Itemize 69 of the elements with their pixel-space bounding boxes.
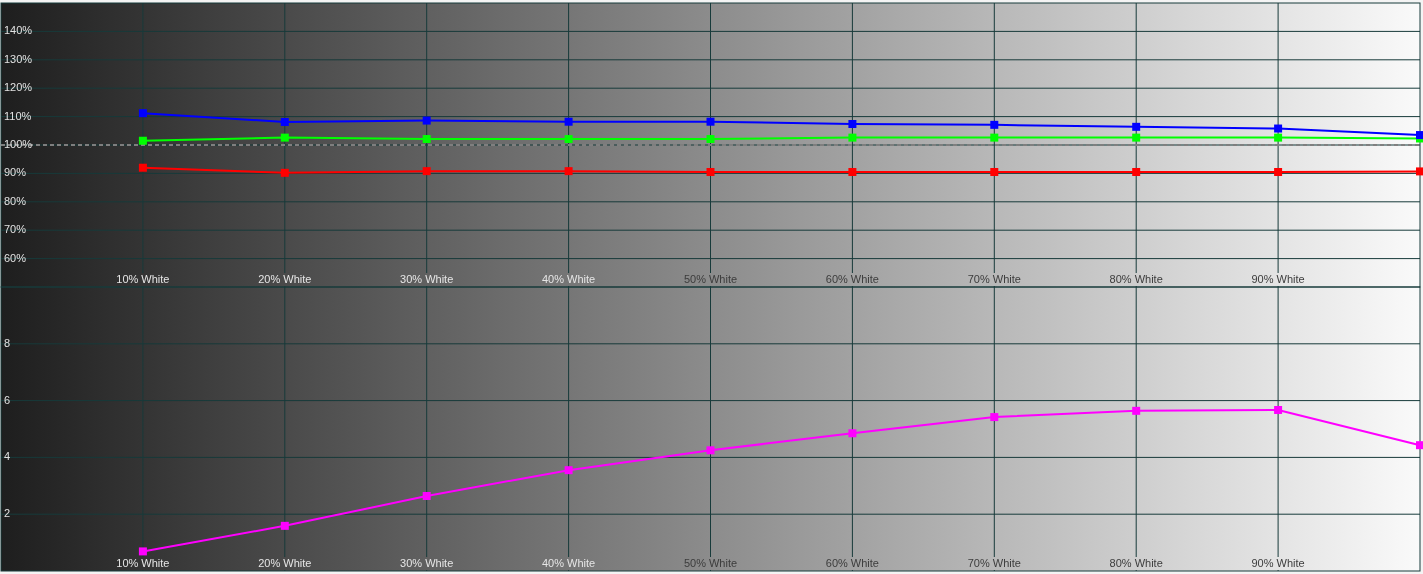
point: [848, 133, 857, 142]
point: [990, 413, 999, 422]
y-tick-label: 6: [4, 393, 11, 406]
point: [1416, 167, 1423, 176]
x-tick-label: 80% White: [1109, 556, 1163, 569]
point: [990, 120, 999, 129]
point: [990, 167, 999, 176]
x-tick-label: 60% White: [825, 272, 879, 285]
y-tick-label: 2: [4, 507, 11, 520]
point: [848, 119, 857, 128]
point: [1274, 124, 1283, 133]
x-tick-label: 30% White: [400, 272, 454, 285]
point: [138, 109, 147, 118]
x-tick-label: 10% White: [116, 272, 170, 285]
point: [1274, 167, 1283, 176]
point: [1132, 122, 1141, 131]
y-tick-label: 130%: [4, 52, 33, 65]
x-tick-label: 90% White: [1251, 556, 1305, 569]
point: [1132, 167, 1141, 176]
x-tick-label: 30% White: [400, 556, 454, 569]
point: [422, 167, 431, 176]
y-tick-label: 120%: [4, 81, 33, 94]
point: [848, 167, 857, 176]
x-tick-label: 50% White: [683, 272, 738, 285]
point: [280, 133, 289, 142]
y-tick-label: 60%: [4, 251, 27, 264]
y-tick-label: 140%: [4, 24, 33, 37]
x-tick-label: 90% White: [1251, 272, 1305, 285]
x-tick-label: 80% White: [1109, 272, 1163, 285]
point: [138, 136, 147, 145]
x-tick-label: 20% White: [258, 272, 312, 285]
point: [564, 466, 573, 475]
x-tick-label: 70% White: [967, 272, 1021, 285]
x-tick-label: 40% White: [542, 556, 596, 569]
y-tick-label: 8: [4, 336, 11, 349]
point: [564, 117, 573, 126]
y-tick-label: 70%: [4, 223, 27, 236]
point: [564, 167, 573, 176]
y-tick-label: 100%: [4, 137, 33, 150]
point: [422, 492, 431, 501]
point: [422, 135, 431, 144]
point: [706, 167, 715, 176]
point: [706, 446, 715, 455]
y-tick-label: 90%: [4, 166, 27, 179]
point: [138, 547, 147, 556]
point: [138, 163, 147, 172]
point: [564, 135, 573, 144]
point: [280, 118, 289, 126]
y-tick-label: 80%: [4, 194, 27, 207]
point: [1274, 405, 1283, 414]
point: [280, 168, 289, 177]
point: [422, 116, 431, 125]
point: [848, 429, 857, 438]
point: [280, 521, 289, 530]
point: [1132, 133, 1141, 142]
y-tick-label: 4: [4, 450, 11, 463]
x-tick-label: 50% White: [683, 556, 738, 569]
x-tick-label: 40% White: [542, 272, 596, 285]
x-tick-label: 10% White: [116, 556, 170, 569]
point: [1416, 441, 1423, 450]
point: [706, 135, 715, 144]
x-tick-label: 60% White: [825, 556, 879, 569]
point: [1132, 406, 1141, 415]
x-tick-label: 20% White: [258, 556, 312, 569]
point: [1274, 133, 1283, 142]
point: [706, 117, 715, 126]
y-tick-label: 110%: [4, 109, 32, 122]
point: [990, 133, 999, 142]
x-tick-label: 70% White: [967, 556, 1021, 569]
